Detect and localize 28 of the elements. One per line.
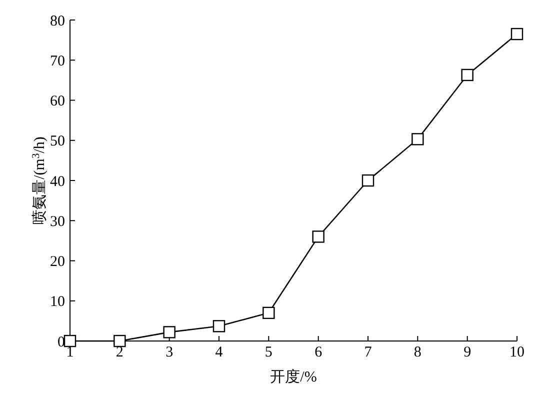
point xyxy=(163,326,176,338)
point xyxy=(362,174,374,187)
x-tick-label: 8 xyxy=(414,344,422,361)
point xyxy=(64,334,76,348)
y-tick-label: 60 xyxy=(50,94,65,110)
x-tick-label: 9 xyxy=(464,344,472,361)
point xyxy=(262,306,275,320)
x-tick-label: 3 xyxy=(166,344,174,361)
point xyxy=(461,68,474,82)
point xyxy=(312,230,324,243)
y-tick-label: 30 xyxy=(50,214,65,230)
x-tick-label: 7 xyxy=(364,344,372,361)
point xyxy=(114,334,126,348)
point xyxy=(212,320,226,332)
x-tick-label: 6 xyxy=(314,344,323,361)
y-tick-label: 80 xyxy=(50,13,65,30)
point xyxy=(412,133,424,146)
x-tick-label: 1 xyxy=(66,344,74,361)
y-tick-label: 70 xyxy=(50,53,65,70)
x-axis-title: 开度/% xyxy=(270,368,317,386)
x-tick-label: 10 xyxy=(510,344,524,361)
y-tick-label: 20 xyxy=(50,254,65,270)
x-tick-label: 5 xyxy=(264,344,272,361)
x-tick-label: 4 xyxy=(215,344,224,361)
point xyxy=(510,28,524,40)
y-tick-label: 50 xyxy=(50,134,65,150)
y-tick-label: 10 xyxy=(50,294,65,310)
y-tick-label: 40 xyxy=(50,174,65,190)
